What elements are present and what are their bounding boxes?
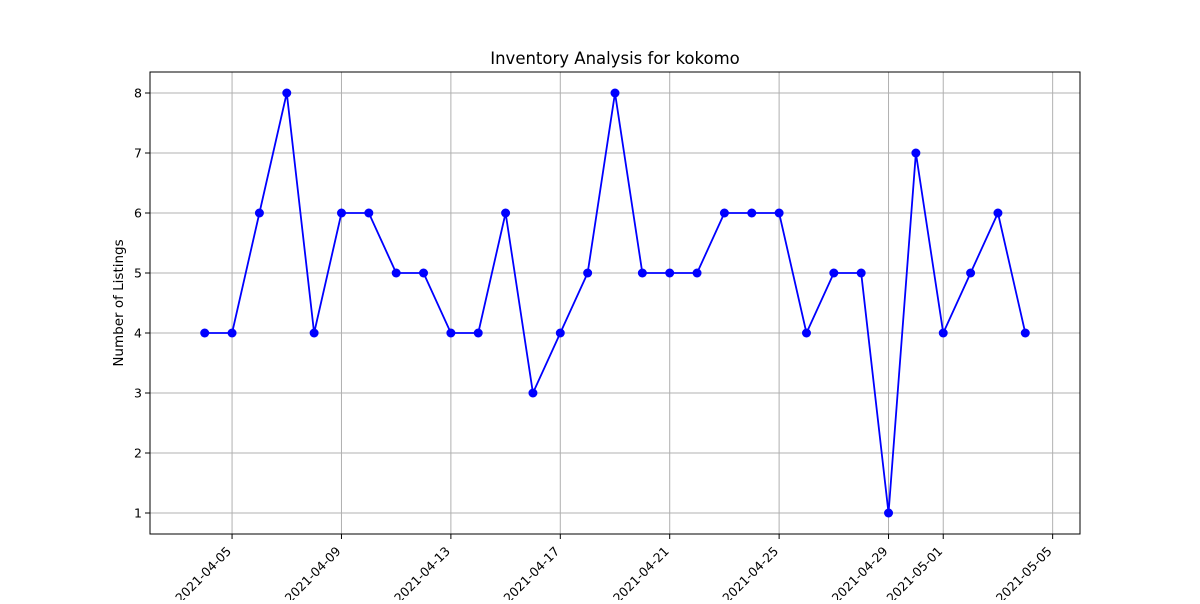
- data-point: [555, 328, 565, 338]
- x-tick-label: 2021-04-21: [610, 544, 672, 600]
- x-tick-label: 2021-04-13: [391, 544, 453, 600]
- y-tick-label: 4: [134, 326, 142, 341]
- x-tick-label: 2021-04-05: [172, 544, 234, 600]
- data-point: [637, 268, 647, 278]
- x-tick-label: 2021-05-01: [883, 544, 945, 600]
- data-point: [336, 208, 346, 218]
- data-point: [665, 268, 675, 278]
- data-point: [473, 328, 483, 338]
- y-tick-label: 2: [134, 446, 142, 461]
- data-point: [801, 328, 811, 338]
- data-point: [829, 268, 839, 278]
- data-point: [501, 208, 511, 218]
- data-point: [856, 268, 866, 278]
- data-point: [966, 268, 976, 278]
- x-tick-label: 2021-04-25: [719, 544, 781, 600]
- data-point: [309, 328, 319, 338]
- data-point: [446, 328, 456, 338]
- x-tick-label: 2021-05-05: [993, 544, 1055, 600]
- data-point: [583, 268, 593, 278]
- data-point: [911, 148, 921, 158]
- data-point: [719, 208, 729, 218]
- plot-frame: [149, 71, 1081, 535]
- data-point: [610, 88, 620, 98]
- data-point: [419, 268, 429, 278]
- x-tick-label: 2021-04-09: [282, 543, 344, 600]
- data-point: [747, 208, 757, 218]
- grid-layer: [150, 72, 1080, 534]
- point-layer: [200, 88, 1030, 518]
- y-tick-label: 7: [134, 146, 142, 161]
- data-point: [282, 88, 292, 98]
- chart-title: Inventory Analysis for kokomo: [490, 49, 740, 68]
- data-point: [254, 208, 264, 218]
- data-point: [774, 208, 784, 218]
- y-tick-label: 5: [134, 266, 142, 281]
- data-point: [692, 268, 702, 278]
- data-point: [528, 388, 538, 398]
- y-tick-label: 1: [134, 506, 142, 521]
- line-layer: [203, 92, 1027, 514]
- y-axis-label: Number of Listings: [111, 239, 127, 366]
- y-tick-label: 3: [134, 386, 142, 401]
- data-point: [993, 208, 1003, 218]
- data-point: [1020, 328, 1030, 338]
- y-tick-label: 8: [134, 86, 142, 101]
- data-point: [884, 508, 894, 518]
- series-line: [203, 92, 1027, 514]
- data-point: [938, 328, 948, 338]
- y-tick-label: 6: [134, 206, 142, 221]
- data-point: [391, 268, 401, 278]
- data-point: [364, 208, 374, 218]
- x-tick-label: 2021-04-17: [500, 544, 562, 600]
- data-point: [227, 328, 237, 338]
- x-tick-label: 2021-04-29: [829, 543, 891, 600]
- data-point: [200, 328, 210, 338]
